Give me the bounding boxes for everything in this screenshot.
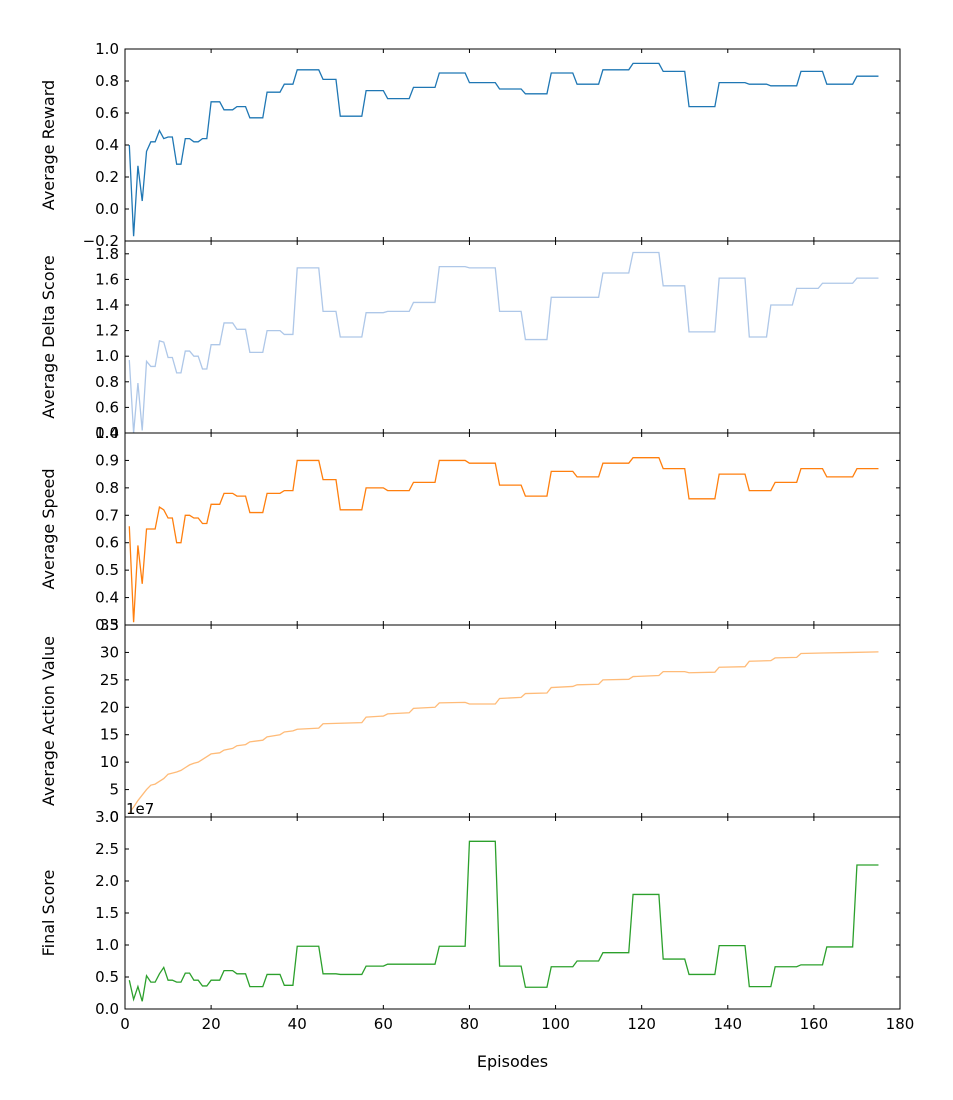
x-tick-label: 40 [288, 1015, 307, 1033]
y-tick-label: 1.0 [95, 936, 119, 954]
x-tick-label: 140 [713, 1015, 742, 1033]
offset-label: 1e7 [126, 800, 154, 818]
y-axis-label: Average Delta Score [39, 255, 58, 418]
subplot-1: −0.2 0.0 0.2 0.4 0.6 0.8 1.0 Average Reward [39, 40, 901, 250]
y-tick-label: 1.2 [95, 322, 119, 340]
y-axis-label: Average Reward [39, 80, 58, 210]
data-line-1 [128, 62, 879, 237]
y-tick-label: 0.4 [95, 424, 119, 442]
data-line-2 [128, 251, 879, 433]
data-line-4 [128, 651, 879, 814]
axes-frame [124, 624, 901, 818]
y-tick-label: 35 [100, 616, 119, 634]
subplot-3: 0.3 0.4 0.5 0.6 0.7 0.8 0.9 1.0 Average Speed [39, 424, 901, 634]
y-tick-label: 0.9 [95, 451, 119, 469]
y-tick-label: 0.7 [95, 506, 119, 524]
y-tick-label: 30 [100, 643, 119, 661]
y-tick-label: 20 [100, 698, 119, 716]
data-line-3 [128, 457, 879, 623]
y-tick-label: 0.2 [95, 168, 119, 186]
y-tick-label: 0.8 [95, 72, 119, 90]
y-tick-label: 0.5 [95, 561, 119, 579]
y-tick-label: 1.8 [95, 245, 119, 263]
y-tick-label: 0.4 [95, 589, 119, 607]
y-tick-label: 0.6 [95, 104, 119, 122]
y-tick-label: 0.6 [95, 534, 119, 552]
x-tick-label: 80 [460, 1015, 479, 1033]
x-tick-label: 120 [627, 1015, 656, 1033]
y-tick-label: 1.5 [95, 904, 119, 922]
axes-frame [124, 240, 901, 434]
x-tick-label: 100 [541, 1015, 570, 1033]
y-axis-label: Average Action Value [39, 636, 58, 806]
subplot-2: 0.4 0.6 0.8 1.0 1.2 1.4 1.6 1.8 Average Delta Sc… [39, 240, 901, 442]
y-tick-label: 1.0 [95, 424, 119, 442]
y-tick-label: 0.0 [95, 200, 119, 218]
y-tick-label: 0.3 [95, 616, 119, 634]
axes-frame [124, 48, 901, 242]
y-tick-label: 0.8 [95, 479, 119, 497]
axes-frame [124, 816, 901, 1010]
y-tick-label: 15 [100, 726, 119, 744]
axes-frame [124, 432, 901, 626]
y-tick-label: 10 [100, 753, 119, 771]
y-tick-label: 0.6 [95, 398, 119, 416]
x-tick-label: 0 [120, 1015, 130, 1033]
subplot-4: 0 5 10 15 20 25 30 35 Average Action Value [39, 616, 901, 826]
x-tick-label: 60 [374, 1015, 393, 1033]
y-tick-label: 5 [109, 781, 119, 799]
data-line-5 [128, 840, 879, 1002]
y-tick-label: 1.4 [95, 296, 119, 314]
y-tick-label: 0.4 [95, 136, 119, 154]
y-axis-label: Average Speed [39, 469, 58, 590]
y-tick-label: 25 [100, 671, 119, 689]
x-axis-label: Episodes [477, 1052, 548, 1071]
y-tick-label: 2.0 [95, 872, 119, 890]
x-tick-label: 180 [886, 1015, 915, 1033]
y-tick-label: 0.5 [95, 968, 119, 986]
y-tick-label: 0 [109, 808, 119, 826]
y-tick-label: 0.8 [95, 373, 119, 391]
x-tick-label: 160 [800, 1015, 829, 1033]
y-axis-label: Final Score [39, 870, 58, 957]
y-tick-label: 1.6 [95, 270, 119, 288]
x-tick-label: 20 [202, 1015, 221, 1033]
y-tick-label: 1.0 [95, 40, 119, 58]
y-tick-label: 1.0 [95, 347, 119, 365]
y-tick-label: 0.0 [95, 1000, 119, 1018]
y-tick-label: 3.0 [95, 808, 119, 826]
y-tick-label: −0.2 [83, 232, 119, 250]
y-tick-label: 2.5 [95, 840, 119, 858]
subplot-5: 0.0 0.5 1.0 1.5 2.0 2.5 3.0 Final Score 1e7 0 20 40… [39, 800, 914, 1071]
